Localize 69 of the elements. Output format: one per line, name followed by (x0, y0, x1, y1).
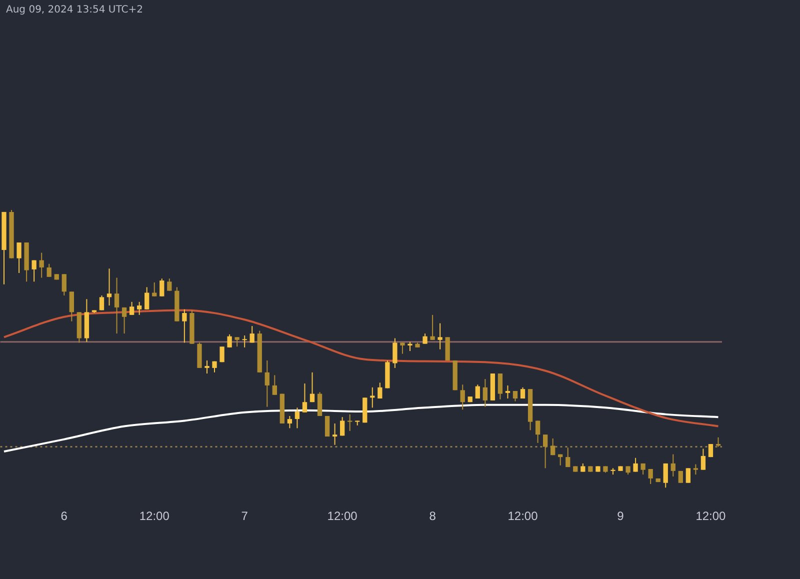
candlestick (167, 278, 172, 292)
candlestick (520, 386, 526, 399)
candlestick (438, 322, 442, 350)
candlestick (370, 386, 375, 408)
candlestick (708, 444, 714, 458)
x-tick-label: 6 (60, 509, 68, 524)
x-tick-label: 12:00 (139, 509, 170, 524)
candlestick (114, 277, 120, 334)
candlestick (430, 314, 435, 340)
candlestick (152, 282, 157, 297)
candlestick (39, 252, 44, 278)
candlestick (204, 360, 210, 374)
candlestick (566, 447, 570, 468)
candlestick (378, 382, 382, 399)
candlestick (137, 301, 142, 316)
candlestick (648, 468, 653, 484)
candlestick (445, 336, 450, 361)
candlestick (340, 416, 345, 436)
candlestick (422, 333, 428, 344)
x-tick-label: 12:00 (696, 509, 726, 524)
candlestick (272, 374, 277, 396)
candlestick (122, 306, 127, 334)
candlestick (46, 263, 52, 278)
candlestick (686, 468, 690, 484)
candlestick (144, 286, 150, 310)
candlestick (160, 278, 164, 297)
candlestick (408, 341, 412, 352)
candlestick (227, 334, 232, 348)
candlestick (475, 384, 480, 399)
candlestick (129, 301, 134, 316)
candlestick (693, 464, 698, 476)
candlestick (633, 457, 638, 472)
candlestick (400, 342, 405, 354)
candlestick (16, 242, 22, 274)
candlestick (670, 454, 676, 477)
candlestick (550, 438, 556, 456)
candlestick (348, 414, 352, 432)
x-tick-label: 8 (429, 509, 436, 524)
candlestick (460, 384, 465, 410)
candlestick (250, 326, 254, 344)
x-tick-label: 9 (617, 509, 624, 524)
candlestick (69, 291, 74, 322)
x-tick-label: 12:00 (327, 509, 358, 524)
candlestick (505, 384, 510, 399)
candlestick (294, 407, 300, 429)
candlestick (482, 378, 488, 408)
candlestick (99, 295, 104, 311)
candlestick (242, 334, 247, 348)
candlestick (234, 336, 240, 348)
x-tick-label: 7 (241, 509, 248, 524)
candlestick (220, 346, 224, 363)
candlestick (700, 448, 706, 470)
candlestick (498, 373, 503, 400)
candlestick (62, 274, 66, 296)
candlestick (264, 360, 270, 408)
candlestick (663, 462, 668, 488)
text: Aug 09, 2024 13:54 UTC+2 (6, 4, 143, 16)
candlestick (332, 422, 338, 446)
candlestick (392, 338, 398, 368)
candlestick (287, 415, 292, 429)
candlestick (535, 420, 540, 444)
candlestick (302, 383, 308, 413)
x-tick-label: 12:00 (508, 509, 538, 524)
candlestick (106, 268, 112, 306)
candlestick (542, 434, 548, 469)
candlestick (32, 260, 36, 282)
candlestick (317, 392, 322, 416)
candlestick (182, 308, 187, 344)
candlestick (310, 372, 315, 403)
